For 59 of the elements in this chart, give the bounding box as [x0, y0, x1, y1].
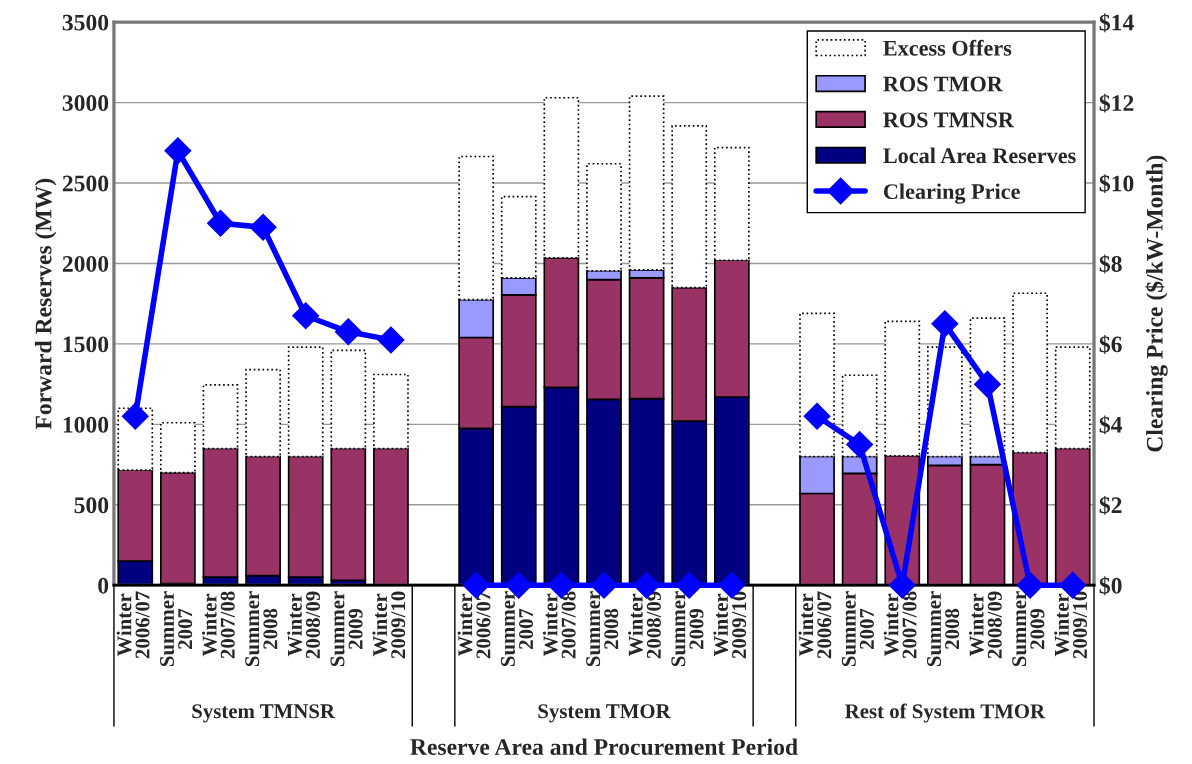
- point: [931, 310, 959, 338]
- x-tick-label: Winter 2007/08: [883, 591, 917, 659]
- legend-label: Excess Offers: [883, 39, 1012, 56]
- y2-tick-label: $12: [1099, 93, 1134, 113]
- y2-tick-label: $2: [1099, 495, 1122, 515]
- y2-tick-label: $4: [1099, 415, 1123, 435]
- point: [121, 402, 149, 430]
- x-tick-label: Summer 2009: [1012, 591, 1045, 667]
- x-tick-label: Winter 2007/08: [542, 591, 576, 659]
- y-axis-title: Forward Reserves (MW): [34, 178, 57, 430]
- x-axis-title: Reserve Area and Procurement Period: [410, 738, 798, 756]
- x-tick-label: Summer 2009: [671, 591, 704, 667]
- text: System TMNSR: [192, 704, 336, 723]
- legend-label: Local Area Reserves: [883, 147, 1076, 164]
- point: [803, 402, 831, 430]
- x-tick-label: Summer 2009: [330, 591, 363, 667]
- y-tick-label: 1000: [63, 416, 109, 433]
- point: [377, 326, 405, 354]
- point: [974, 370, 1001, 398]
- x-tick-label: Winter 2008/09: [628, 591, 661, 659]
- x-tick-label: Winter 2009/10: [713, 591, 747, 659]
- x-tick-label: Winter 2007/08: [201, 591, 235, 659]
- y-tick-label: 2500: [62, 175, 109, 192]
- y-tick-label: 500: [74, 497, 109, 514]
- y-tick-label: 2000: [62, 255, 109, 272]
- y2-tick-label: $14: [1099, 13, 1134, 33]
- legend-label: Clearing Price: [883, 183, 1020, 204]
- y-tick-label: 3000: [62, 95, 109, 112]
- legend-label: ROS TMNSR: [883, 112, 1015, 128]
- point: [846, 430, 874, 458]
- point: [334, 318, 362, 346]
- x-tick-label: Winter 2006/07: [116, 591, 150, 659]
- legend-label: ROS TMOR: [883, 76, 1004, 92]
- x-tick-label: Winter 2006/07: [798, 591, 832, 659]
- x-tick-label: Summer 2008: [927, 591, 960, 667]
- y2-tick-label: $6: [1099, 335, 1122, 354]
- point: [207, 209, 234, 237]
- x-tick-label: Summer 2007: [841, 591, 874, 667]
- x-tick-label: Summer 2007: [160, 591, 193, 667]
- y-tick-label: 0: [98, 577, 109, 594]
- text: Rest of System TMOR: [845, 703, 1046, 723]
- y2-tick-label: $0: [1099, 576, 1122, 596]
- x-tick-label: Summer 2007: [500, 591, 534, 667]
- y2-axis-title: Clearing Price ($/kW-Month): [1145, 155, 1168, 452]
- point: [249, 213, 277, 241]
- x-tick-label: Winter 2008/09: [287, 591, 321, 659]
- point: [164, 137, 192, 165]
- x-tick-label: Summer 2008: [586, 591, 619, 667]
- x-tick-label: Winter 2009/10: [1054, 591, 1088, 659]
- y2-tick-label: $8: [1099, 254, 1122, 274]
- y2-tick-label: $10: [1099, 174, 1134, 194]
- point: [292, 302, 320, 330]
- y-tick-label: 1500: [63, 336, 109, 353]
- text: System TMOR: [538, 704, 671, 723]
- x-tick-label: Winter 2009/10: [372, 591, 406, 659]
- y-tick-label: 3500: [62, 14, 109, 31]
- x-tick-label: Winter 2008/09: [968, 591, 1002, 659]
- x-tick-label: Summer 2008: [245, 591, 278, 667]
- x-tick-label: Winter 2006/07: [457, 591, 491, 659]
